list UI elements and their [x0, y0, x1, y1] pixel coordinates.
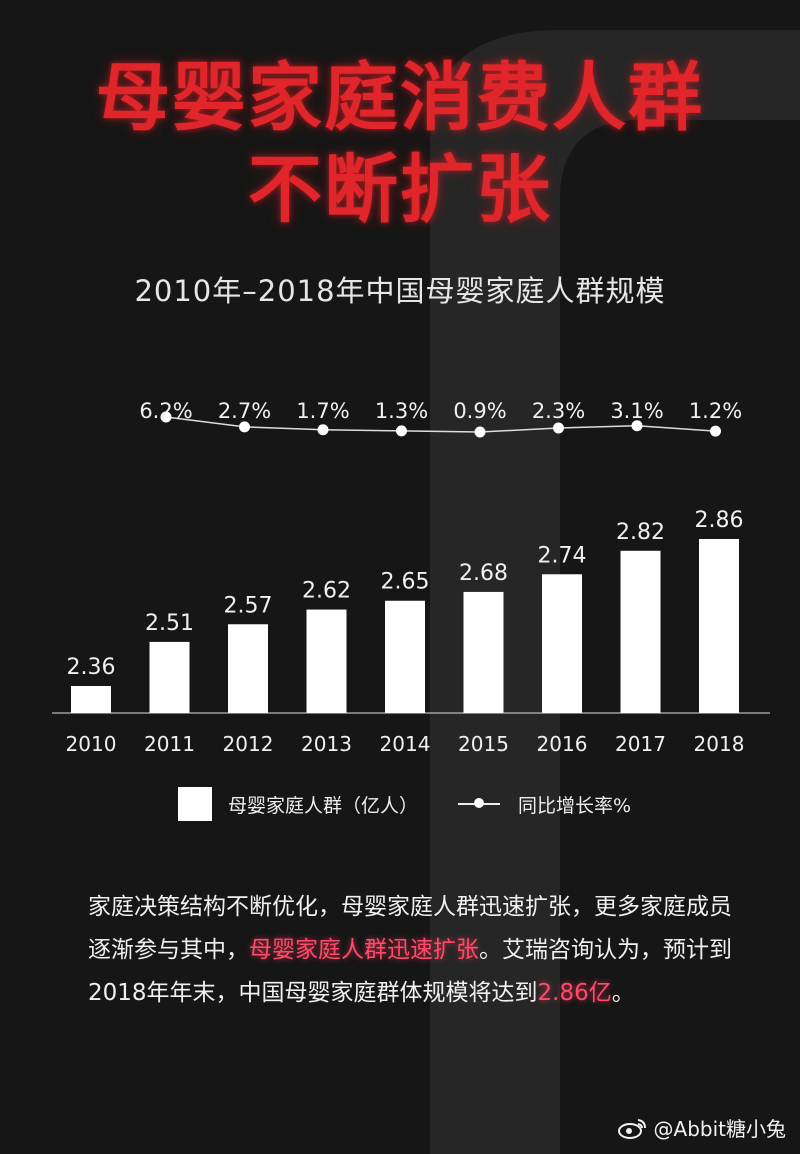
growth-label-2011: 6.2%	[139, 399, 192, 423]
description-part-1: 家庭决策结构不断优化，母婴家庭人群迅速扩张，更多家庭成员逐渐参与其中，	[88, 894, 732, 963]
growth-label-2017: 3.1%	[610, 399, 663, 423]
weibo-icon	[617, 1117, 648, 1139]
growth-point-2014	[396, 425, 407, 437]
bar-2014	[385, 600, 425, 713]
bar-label-2016: 2.74	[538, 543, 587, 568]
x-tick-2012: 2012	[223, 732, 274, 756]
x-tick-2016: 2016	[537, 732, 588, 756]
watermark-text: @Abbit糖小兔	[653, 1117, 786, 1141]
bar-label-2014: 2.65	[381, 570, 430, 595]
growth-point-2011	[160, 411, 172, 423]
bar-2012	[228, 624, 268, 713]
growth-point-2016	[553, 422, 564, 434]
x-tick-2014: 2014	[380, 732, 431, 756]
bar-2011	[149, 641, 190, 713]
bar-label-2011: 2.51	[145, 611, 194, 636]
growth-line	[165, 416, 716, 433]
description-part-3: 。	[611, 980, 635, 1006]
bar-2018	[699, 539, 739, 713]
growth-label-2012: 2.7%	[218, 399, 271, 423]
description-part-2: 。艾瑞咨询认为，预计到2018年年末，中国母婴家庭群体规模将达到	[88, 937, 732, 1006]
growth-label-2014: 1.3%	[375, 399, 428, 423]
legend-line-swatch	[458, 798, 501, 808]
growth-point-2018	[710, 425, 721, 437]
growth-point-2012	[239, 421, 250, 433]
growth-point-2013	[317, 424, 329, 436]
x-tick-2018: 2018	[694, 732, 745, 756]
headline-line-1: 母婴家庭消费人群	[96, 55, 704, 141]
x-tick-2013: 2013	[301, 732, 352, 756]
description-highlight-2: 2.86亿	[537, 980, 612, 1006]
watermark: @Abbit糖小兔	[617, 1113, 786, 1142]
bar-2013	[306, 609, 347, 713]
bar-label-2013: 2.62	[302, 579, 351, 604]
bar-label-2012: 2.57	[224, 593, 273, 618]
legend-bar-swatch	[178, 787, 212, 821]
x-tick-2011: 2011	[144, 732, 195, 756]
bar-label-2015: 2.68	[459, 561, 508, 586]
x-tick-2015: 2015	[458, 732, 509, 756]
growth-label-2018: 1.2%	[689, 399, 742, 423]
description: 家庭决策结构不断优化，母婴家庭人群迅速扩张，更多家庭成员逐渐参与其中，母婴家庭人…	[88, 886, 748, 1015]
legend: 母婴家庭人群（亿人） 同比增长率%	[178, 784, 631, 824]
bar-label-2010: 2.36	[67, 655, 116, 680]
bar-2016	[542, 574, 582, 713]
legend-line-label: 同比增长率%	[518, 794, 632, 817]
bar-2015	[463, 591, 504, 713]
growth-label-2013: 1.7%	[296, 399, 349, 423]
x-tick-2010: 2010	[66, 732, 117, 756]
legend-bar-label: 母婴家庭人群（亿人）	[228, 794, 419, 817]
growth-point-2015	[474, 426, 486, 438]
growth-label-2015: 0.9%	[453, 399, 506, 423]
chart-title: 2010年–2018年中国母婴家庭人群规模	[134, 274, 666, 308]
growth-label-2016: 2.3%	[532, 399, 585, 423]
bar-2010	[71, 686, 111, 713]
bar-2017	[620, 550, 661, 713]
description-highlight-1: 母婴家庭人群迅速扩张	[249, 937, 479, 963]
chart: 2.36 2010 2.51 2011 2.57 2012 2.62 2013 2.65 2014…	[52, 399, 770, 756]
x-tick-2017: 2017	[615, 732, 666, 756]
growth-point-2017	[631, 420, 643, 432]
bar-label-2018: 2.86	[695, 508, 744, 533]
headline-line-2: 不断扩张	[248, 147, 552, 233]
bar-label-2017: 2.82	[616, 520, 665, 545]
